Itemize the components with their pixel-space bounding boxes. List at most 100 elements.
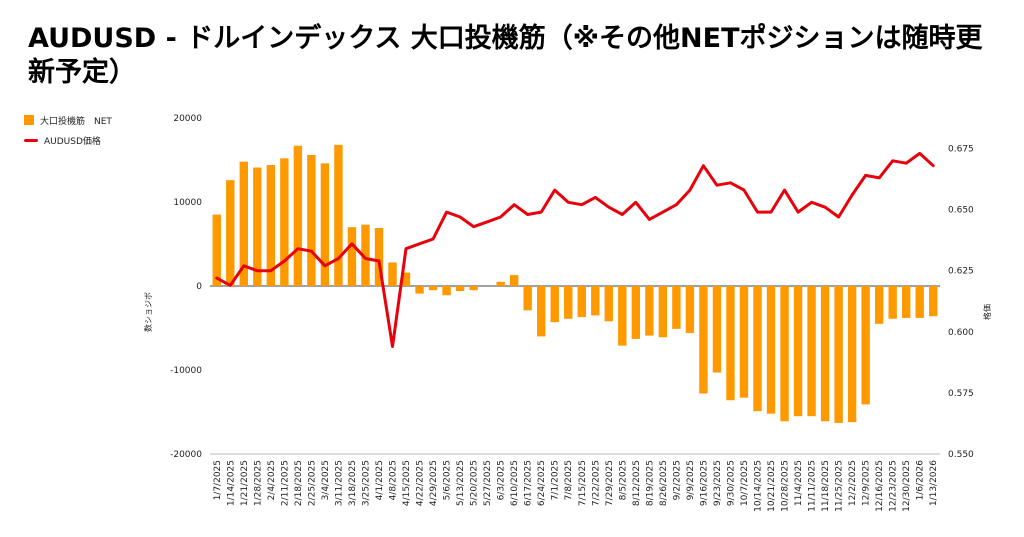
y-right-tick-label: 0.650 — [948, 206, 974, 216]
x-tick-label: 4/22/2025 — [416, 460, 426, 506]
x-tick-label: 1/28/2025 — [253, 460, 263, 506]
x-tick-label: 1/21/2025 — [240, 460, 250, 506]
chart-title: AUDUSD - ドルインデックス 大口投機筋（※その他NETポジションは随時更… — [28, 23, 983, 88]
bar — [509, 275, 519, 286]
bar — [915, 286, 924, 318]
x-tick-label: 3/11/2025 — [334, 460, 344, 506]
x-tick-label: 8/12/2025 — [632, 460, 642, 506]
x-tick-label: 2/11/2025 — [280, 460, 290, 506]
legend-item-line: AUDUSD価格 — [24, 130, 112, 150]
x-tick-label: 11/25/2025 — [835, 460, 845, 512]
bar — [280, 158, 289, 286]
bar — [902, 286, 911, 318]
y-right-tick-label: 0.625 — [948, 267, 974, 277]
bar — [591, 286, 600, 316]
bar — [496, 281, 505, 286]
legend: 大口投機筋 NET AUDUSD価格 — [24, 110, 112, 150]
x-tick-label: 12/16/2025 — [875, 460, 885, 512]
bar — [929, 286, 938, 317]
x-tick-label: 10/7/2025 — [740, 460, 750, 506]
bar — [320, 163, 330, 286]
bar — [361, 224, 370, 286]
bar — [577, 286, 586, 318]
x-tick-label: 9/16/2025 — [699, 460, 709, 506]
bar — [374, 228, 384, 286]
x-tick-label: 9/30/2025 — [727, 460, 737, 506]
x-tick-label: 7/1/2025 — [551, 460, 561, 500]
x-tick-label: 2/25/2025 — [307, 460, 317, 506]
bar — [861, 286, 870, 405]
x-tick-label: 10/21/2025 — [767, 460, 777, 512]
x-tick-label: 9/2/2025 — [672, 460, 682, 500]
bar — [442, 286, 451, 296]
price-line — [215, 151, 935, 348]
x-tick-label: 9/23/2025 — [713, 460, 723, 506]
x-tick-label: 2/4/2025 — [267, 460, 277, 500]
x-tick-label: 4/8/2025 — [389, 460, 399, 500]
bar — [820, 286, 830, 422]
x-tick-label: 3/4/2025 — [321, 460, 331, 500]
x-tick-label: 10/14/2025 — [754, 460, 764, 512]
bar — [672, 286, 681, 329]
x-tick-label: 4/1/2025 — [375, 460, 385, 500]
x-tick-label: 6/17/2025 — [524, 460, 534, 506]
x-tick-label: 7/29/2025 — [605, 460, 615, 506]
bar — [645, 286, 654, 336]
x-tick-label: 11/4/2025 — [794, 460, 804, 506]
bar — [226, 180, 235, 286]
chart-axes: 20000 10000 0 -10000 -20000 0.675 0.650 0.625 0.… — [170, 114, 974, 512]
bar — [239, 161, 248, 286]
x-tick-label: 4/15/2025 — [402, 460, 412, 506]
bar — [293, 145, 303, 286]
bar — [253, 167, 262, 286]
x-tick-label: 10/28/2025 — [781, 460, 791, 512]
bar — [726, 286, 735, 401]
bar — [793, 286, 803, 417]
x-tick-label: 2/18/2025 — [294, 460, 304, 506]
x-tick-label: 1/6/2026 — [916, 460, 926, 501]
bar — [523, 286, 532, 311]
x-tick-label: 6/3/2025 — [497, 460, 507, 500]
x-tick-label: 12/30/2025 — [902, 460, 912, 512]
bar — [334, 144, 343, 286]
bar — [564, 286, 573, 319]
x-tick-label: 11/11/2025 — [808, 460, 818, 512]
x-tick-label: 9/9/2025 — [686, 460, 696, 500]
legend-bar-label: 大口投機筋 NET — [40, 116, 112, 127]
y-right-tick-label: 0.575 — [948, 389, 974, 399]
x-tick-label: 3/25/2025 — [362, 460, 372, 506]
y-right-tick-label: 0.550 — [948, 450, 974, 460]
bar — [537, 286, 546, 337]
chart-grid — [210, 285, 940, 455]
bar — [658, 286, 668, 338]
bar — [212, 214, 221, 286]
x-tick-label: 3/18/2025 — [348, 460, 358, 506]
bar — [307, 154, 316, 286]
bar — [753, 286, 762, 412]
x-tick-label: 5/27/2025 — [483, 460, 493, 506]
bar — [834, 286, 843, 423]
bar — [550, 286, 559, 323]
bar — [347, 227, 357, 286]
x-tick-label: 12/2/2025 — [848, 460, 858, 506]
bar — [415, 286, 424, 294]
x-tick-label: 1/13/2026 — [929, 460, 939, 506]
bar — [631, 286, 641, 339]
x-tick-label: 6/24/2025 — [537, 460, 547, 506]
line-series — [215, 151, 935, 348]
y-right-tick-label: 0.600 — [948, 328, 974, 338]
bar — [604, 286, 613, 322]
bar — [699, 286, 708, 394]
bar — [455, 286, 465, 292]
y-left-tick-label: 20000 — [173, 114, 202, 124]
bar — [780, 286, 789, 422]
x-tick-label: 1/7/2025 — [213, 460, 223, 500]
y-left-tick-label: -10000 — [170, 366, 202, 376]
x-tick-label: 8/5/2025 — [618, 460, 628, 500]
y-left-tick-label: -20000 — [170, 450, 202, 460]
bar — [739, 286, 749, 398]
x-tick-label: 6/10/2025 — [510, 460, 520, 506]
y-left-tick-label: 0 — [196, 282, 202, 292]
bar — [807, 286, 816, 417]
x-tick-label: 11/18/2025 — [821, 460, 831, 512]
